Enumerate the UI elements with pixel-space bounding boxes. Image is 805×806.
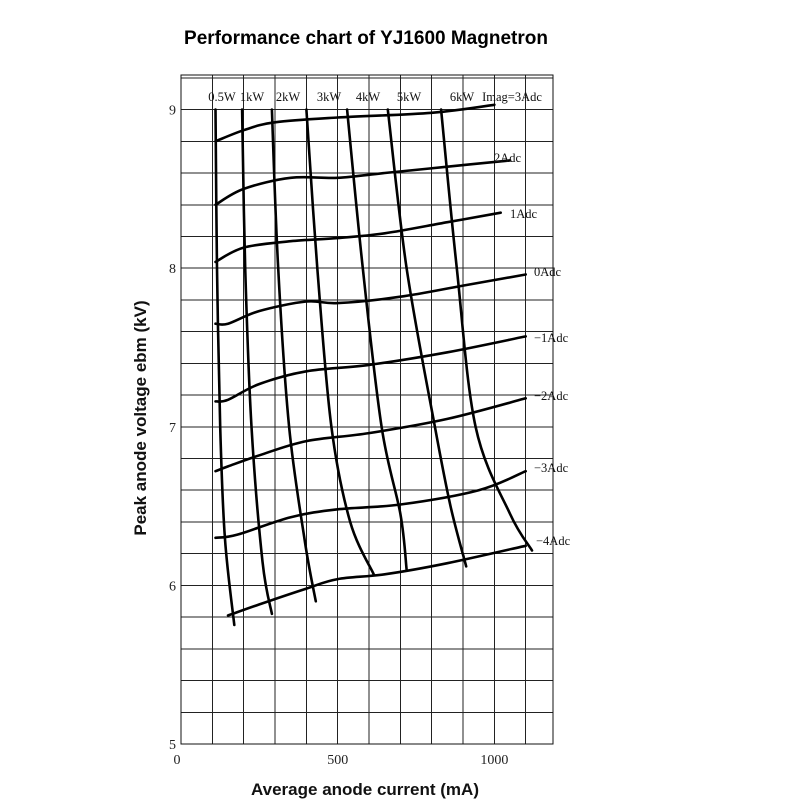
magnet-current-curve-1adc <box>214 335 527 403</box>
x-axis-ticks: 0 500 1000 <box>174 753 509 768</box>
y-tick-label: 9 <box>169 104 176 119</box>
top-curve-label: Imag=3Adc <box>482 90 542 104</box>
top-curve-label: 0.5W <box>208 90 236 104</box>
right-curve-label: 2Adc <box>494 151 522 165</box>
y-tick-label: 8 <box>169 262 176 277</box>
top-curve-label: 3kW <box>317 90 342 104</box>
magnet-current-curve-imag-3adc <box>214 103 496 143</box>
y-tick-label: 5 <box>169 738 176 753</box>
right-curve-label: −3Adc <box>534 461 569 475</box>
curve-label-layer: 0.5W 1kW 2kW 3kW 4kW 5kW 6kW Imag=3Adc 2Adc 1Adc 0… <box>208 90 570 548</box>
plot-frame <box>180 74 554 745</box>
x-tick-label: 1000 <box>480 753 508 768</box>
chart-title: Performance chart of YJ1600 Magnetron <box>184 28 548 49</box>
power-curve-3kw <box>305 108 375 576</box>
right-curve-label: −1Adc <box>534 331 569 345</box>
top-curve-label: 1kW <box>240 90 265 104</box>
top-curve-label: 5kW <box>397 90 422 104</box>
y-axis-title: Peak anode voltage ebm (kV) <box>131 300 150 535</box>
y-tick-label: 6 <box>169 579 176 594</box>
curve-layer <box>214 103 534 627</box>
magnet-current-curve-4adc <box>226 544 527 617</box>
x-tick-label: 500 <box>327 753 348 768</box>
right-curve-label: 1Adc <box>510 207 538 221</box>
power-curve-2kw <box>270 108 318 603</box>
power-curve-5kw <box>386 108 468 568</box>
top-curve-label: 4kW <box>356 90 381 104</box>
right-curve-label: −4Adc <box>536 534 571 548</box>
top-curve-label: 2kW <box>276 90 301 104</box>
x-axis-title: Average anode current (mA) <box>251 780 479 799</box>
right-curve-label: −2Adc <box>534 389 569 403</box>
y-tick-label: 7 <box>169 421 176 436</box>
x-tick-label: 0 <box>174 753 181 768</box>
power-curve-6kw <box>439 108 534 552</box>
magnet-current-curve-2adc <box>214 159 512 207</box>
power-curve-4kw <box>345 108 408 571</box>
y-axis-ticks: 5 6 7 8 9 <box>169 104 176 753</box>
magnet-current-curve-2adc <box>214 397 527 473</box>
power-curve-0-5w <box>214 108 236 627</box>
right-curve-label: 0Adc <box>534 265 562 279</box>
magnet-current-curve-3adc <box>214 469 527 540</box>
top-curve-label: 6kW <box>450 90 475 104</box>
power-curve-1kw <box>240 108 274 616</box>
